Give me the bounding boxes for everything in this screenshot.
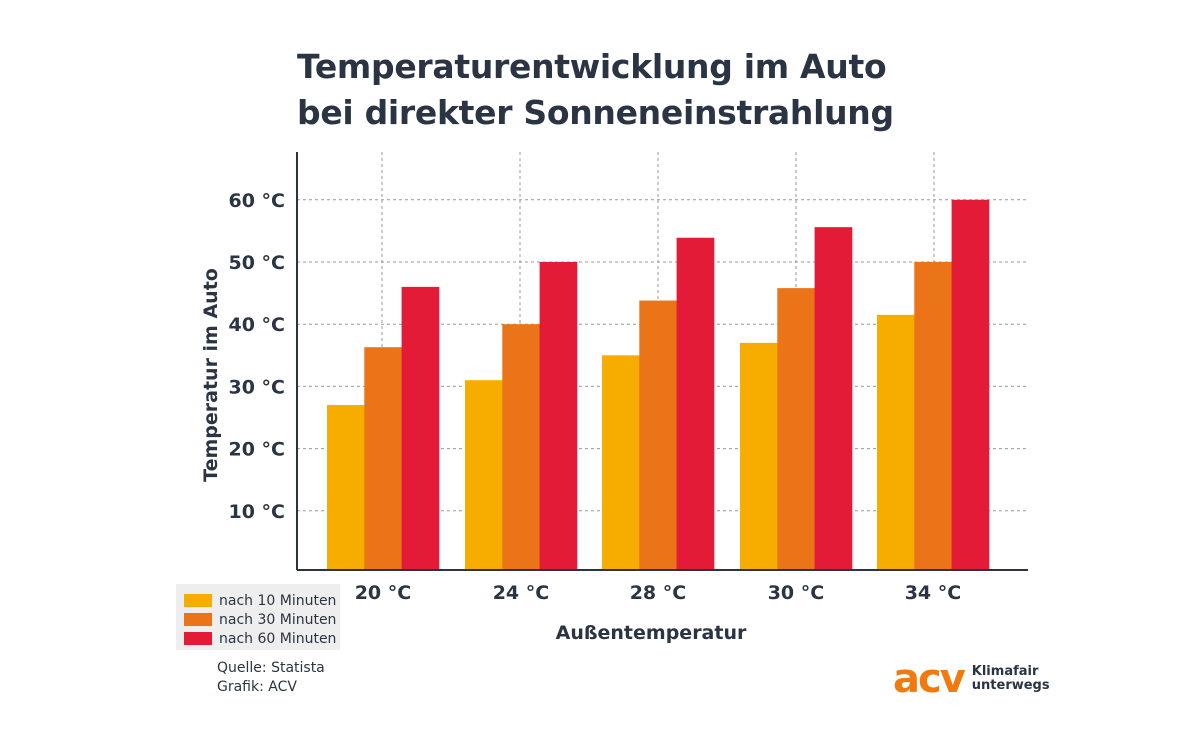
x-tick-label: 24 °C: [493, 582, 550, 604]
legend-swatch-60: [184, 632, 212, 645]
y-tick-label: 40 °C: [229, 314, 286, 336]
bar: [639, 300, 677, 570]
bar: [877, 314, 915, 570]
x-tick-label: 34 °C: [905, 582, 962, 604]
legend-swatch-30: [184, 613, 212, 626]
y-tick-label: 10 °C: [229, 501, 286, 523]
x-tick-label: 30 °C: [768, 582, 825, 604]
legend-label-60: nach 60 Minuten: [219, 630, 337, 647]
legend-swatch-10: [184, 594, 212, 607]
y-axis-title: Temperatur im Auto: [200, 268, 222, 482]
credit-line: Grafik: ACV: [217, 679, 297, 695]
logo-tagline-1: Klimafair: [971, 664, 1039, 679]
y-tick-label: 60 °C: [229, 190, 286, 212]
legend-item-60: nach 60 Minuten: [184, 629, 340, 648]
logo-tagline-2: unterwegs: [971, 678, 1050, 693]
bar: [676, 237, 715, 570]
bar: [740, 342, 778, 570]
legend-label-10: nach 10 Minuten: [219, 592, 337, 609]
chart-title: Temperaturentwicklung im Auto bei direkt…: [297, 44, 1097, 136]
logo-tagline: Klimafair unterwegs: [972, 665, 1050, 693]
bar: [777, 288, 815, 570]
source-note: Quelle: Statista Grafik: ACV: [217, 659, 325, 697]
title-line-1: Temperaturentwicklung im Auto: [297, 47, 887, 86]
bar: [914, 262, 952, 570]
legend-item-30: nach 30 Minuten: [184, 610, 340, 629]
bar: [401, 286, 440, 570]
legend-label-30: nach 30 Minuten: [219, 611, 337, 628]
bar: [364, 347, 402, 570]
source-line: Quelle: Statista: [217, 660, 325, 676]
bar: [465, 380, 503, 570]
bar: [327, 405, 365, 570]
bar: [602, 355, 640, 570]
bar: [814, 227, 853, 570]
x-axis-title: Außentemperatur: [556, 622, 747, 644]
x-tick-label: 20 °C: [355, 582, 412, 604]
y-tick-label: 30 °C: [229, 376, 286, 398]
x-tick-label: 28 °C: [630, 582, 687, 604]
y-tick-label: 20 °C: [229, 439, 286, 461]
logo-mark: acv: [893, 656, 966, 702]
y-tick-label: 50 °C: [229, 252, 286, 274]
bar: [539, 262, 578, 570]
bar: [951, 199, 990, 571]
acv-logo: acv Klimafair unterwegs: [893, 659, 1050, 699]
bar: [502, 324, 540, 570]
legend-item-10: nach 10 Minuten: [184, 591, 340, 610]
title-line-2: bei direkter Sonneneinstrahlung: [297, 93, 894, 132]
legend: nach 10 Minuten nach 30 Minuten nach 60 …: [176, 584, 340, 650]
